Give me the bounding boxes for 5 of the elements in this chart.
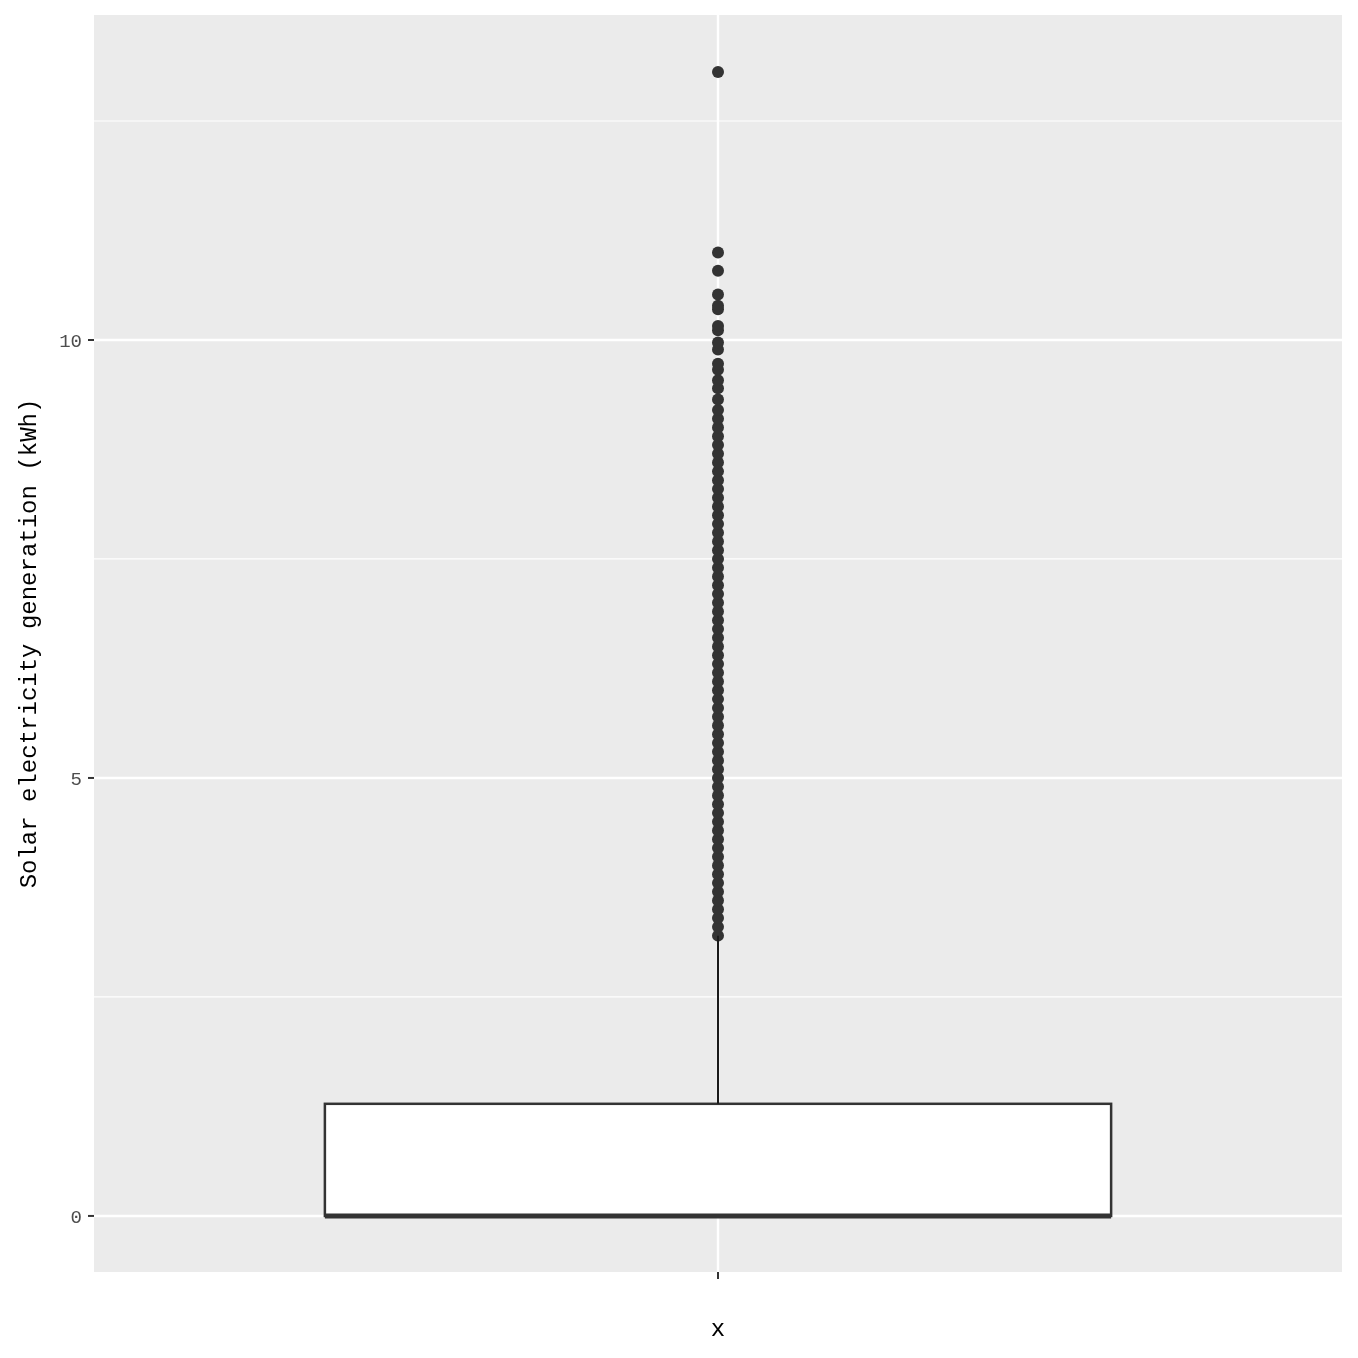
y-axis-title: Solar electricity generation (kWh): [16, 398, 43, 889]
y-tick-label: 5: [70, 768, 82, 791]
y-tick-label: 10: [59, 330, 82, 353]
x-axis-title: x: [710, 1316, 726, 1343]
y-tick-label: 0: [70, 1206, 82, 1229]
